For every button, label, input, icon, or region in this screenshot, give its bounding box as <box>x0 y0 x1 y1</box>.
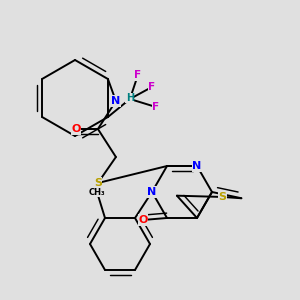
Text: O: O <box>138 215 148 225</box>
Text: N: N <box>111 96 121 106</box>
Text: O: O <box>71 124 81 134</box>
Text: H: H <box>126 93 134 103</box>
Text: N: N <box>147 187 157 197</box>
Text: F: F <box>134 70 142 80</box>
Text: S: S <box>94 178 102 188</box>
Text: N: N <box>192 161 202 171</box>
Text: F: F <box>148 82 155 92</box>
Text: F: F <box>152 102 160 112</box>
Text: CH₃: CH₃ <box>89 188 105 196</box>
Text: S: S <box>219 192 226 202</box>
